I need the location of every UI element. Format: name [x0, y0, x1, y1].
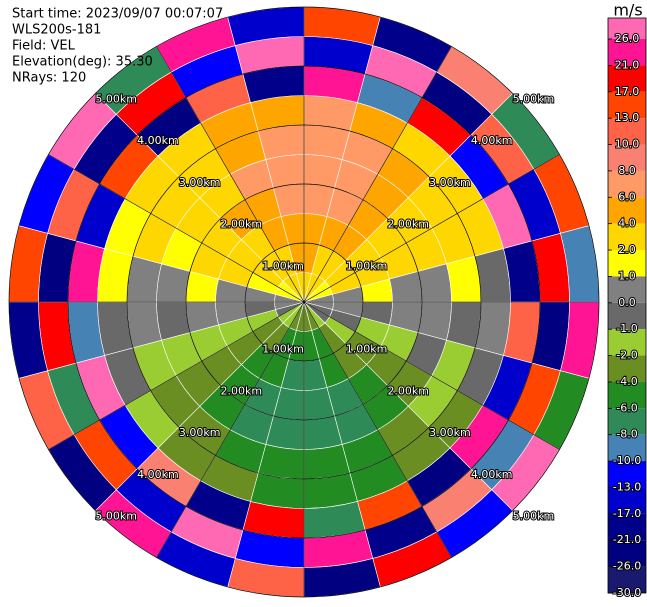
colorbar-segment — [608, 91, 646, 119]
colorbar-segment — [608, 302, 646, 330]
ring-label: 4.00km — [137, 468, 179, 481]
colorbar-tick-label: -8.0 — [616, 428, 637, 441]
colorbar-segment — [608, 487, 646, 514]
colorbar-tick-label: -26.0 — [613, 560, 641, 573]
ring-label: 5.00km — [513, 92, 555, 105]
colorbar-segment — [608, 408, 646, 435]
spoke — [303, 154, 560, 303]
range-ring — [67, 65, 541, 539]
spoke — [303, 301, 560, 450]
colorbar-segment — [608, 566, 646, 593]
ring-label: 1.00km — [262, 259, 304, 272]
range-gate — [257, 444, 305, 480]
colorbar-tick-label: -10.0 — [613, 454, 641, 467]
range-gate — [126, 301, 162, 349]
colorbar-frame — [607, 17, 647, 594]
colorbar-tick-label: 4.0 — [618, 217, 636, 230]
colorbar-tick-label: 21.0 — [615, 58, 640, 71]
colorbar-tick-label: -17.0 — [613, 507, 641, 520]
ring-label: 2.00km — [221, 218, 263, 231]
colorbar-tick-label: 1.0 — [618, 269, 636, 282]
range-gate — [446, 301, 482, 349]
colorbar-tick-label: -21.0 — [613, 533, 641, 546]
colorbar-segment — [608, 223, 646, 251]
ring-label: 4.00km — [471, 468, 513, 481]
ring-label: 5.00km — [95, 92, 137, 105]
colorbar-segment — [608, 381, 646, 409]
colorbar-segment — [608, 355, 646, 382]
colorbar-segment — [608, 540, 646, 567]
colorbar-segment — [608, 18, 646, 39]
info-block: Start time: 2023/09/07 00:07:07WLS200s-1… — [12, 7, 223, 86]
colorbar-tick-label: -2.0 — [616, 349, 637, 362]
colorbar-tick-label: -6.0 — [616, 401, 637, 414]
colorbar-segment — [608, 434, 646, 462]
colorbar-tick-label: 8.0 — [618, 164, 636, 177]
colorbar-tick-label: 0.0 — [618, 296, 636, 309]
spoke — [303, 46, 452, 303]
info-line: Field: VEL — [12, 39, 76, 54]
colorbar-segment — [608, 118, 646, 145]
spoke — [48, 154, 305, 303]
ring-label: 5.00km — [513, 510, 555, 523]
range-ring — [126, 124, 482, 480]
colorbar-segment — [608, 65, 646, 92]
colorbar-tick-label: 13.0 — [615, 111, 640, 124]
range-ring — [185, 183, 423, 421]
ring-label: 2.00km — [387, 218, 429, 231]
range-gate — [303, 124, 351, 160]
ppi-overlay: 1.00km 1.00km 1.00km 1.00km 2.00km 2.00km 2.00… — [8, 6, 600, 598]
ppi-field — [8, 6, 600, 598]
colorbar-segment — [608, 170, 646, 198]
ring-label: 3.00km — [429, 426, 471, 439]
info-line: WLS200s-181 — [12, 23, 101, 38]
ring-label: 3.00km — [429, 176, 471, 189]
ring-label: 3.00km — [179, 176, 221, 189]
colorbar-tick-label: -30.0 — [613, 586, 641, 599]
colorbar-tick-label: 2.0 — [618, 243, 636, 256]
colorbar-segment — [608, 461, 646, 488]
ring-label: 2.00km — [221, 384, 263, 397]
colorbar-tick-label: -13.0 — [613, 480, 641, 493]
colorbar-segment — [608, 329, 646, 356]
ring-label: 4.00km — [471, 134, 513, 147]
range-gate — [446, 255, 482, 303]
colorbar: m/s 26.0 21.0 17.0 13.0 10.0 8.0 6.0 4.0 2.0 1.0 0… — [607, 1, 647, 600]
spoke — [303, 301, 452, 558]
colorbar-tick-label: 26.0 — [615, 32, 640, 45]
ring-label: 2.00km — [387, 384, 429, 397]
spoke — [156, 46, 305, 303]
info-line: Elevation(deg): 35.30 — [12, 55, 153, 70]
colorbar-title: m/s — [613, 1, 642, 20]
ring-label: 5.00km — [95, 510, 137, 523]
colorbar-tick-label: -4.0 — [616, 375, 637, 388]
colorbar-tick-label: 17.0 — [615, 85, 640, 98]
colorbar-segment — [608, 276, 646, 303]
info-line: Start time: 2023/09/07 00:07:07 — [12, 7, 223, 22]
range-gate — [303, 444, 351, 480]
range-gate — [126, 255, 162, 303]
spoke — [48, 301, 305, 450]
ring-label: 4.00km — [137, 134, 179, 147]
spoke — [156, 301, 305, 558]
ring-label: 1.00km — [346, 259, 388, 272]
info-line: NRays: 120 — [12, 71, 86, 86]
ring-label: 3.00km — [179, 426, 221, 439]
range-gate — [257, 124, 305, 160]
range-ring — [244, 242, 364, 362]
colorbar-segment — [608, 250, 646, 277]
colorbar-tick-label: 10.0 — [615, 138, 640, 151]
colorbar-segment — [608, 513, 646, 541]
colorbar-tick-label: 6.0 — [618, 190, 636, 203]
ring-label: 1.00km — [346, 343, 388, 356]
colorbar-segment — [608, 39, 646, 66]
colorbar-segment — [608, 144, 646, 171]
colorbar-tick-label: -1.0 — [616, 322, 637, 335]
range-ring — [8, 6, 600, 598]
ring-label: 1.00km — [262, 343, 304, 356]
colorbar-segment — [608, 197, 646, 224]
